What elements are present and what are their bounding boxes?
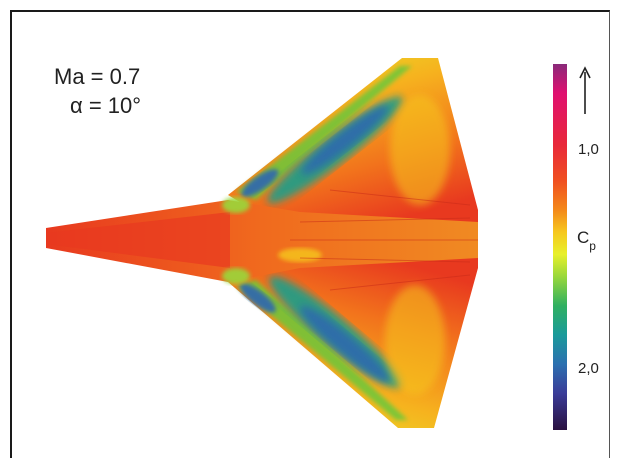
mach-label: Ma = 0.7	[54, 64, 141, 89]
colorbar-tick-top: 1,0	[578, 141, 599, 158]
up-arrow-icon	[579, 66, 591, 114]
cp-symbol: C	[577, 228, 590, 247]
cp-subscript: p	[589, 239, 596, 254]
colorbar-tick-bottom: 2,0	[578, 360, 599, 377]
alpha-label: α = 10°	[70, 93, 142, 118]
colorbar-quantity-label: Cp	[577, 228, 596, 254]
colorbar	[553, 64, 567, 430]
